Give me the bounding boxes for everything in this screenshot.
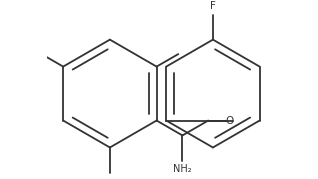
Text: F: F [210, 1, 216, 11]
Text: NH₂: NH₂ [173, 164, 192, 174]
Text: O: O [226, 115, 234, 125]
